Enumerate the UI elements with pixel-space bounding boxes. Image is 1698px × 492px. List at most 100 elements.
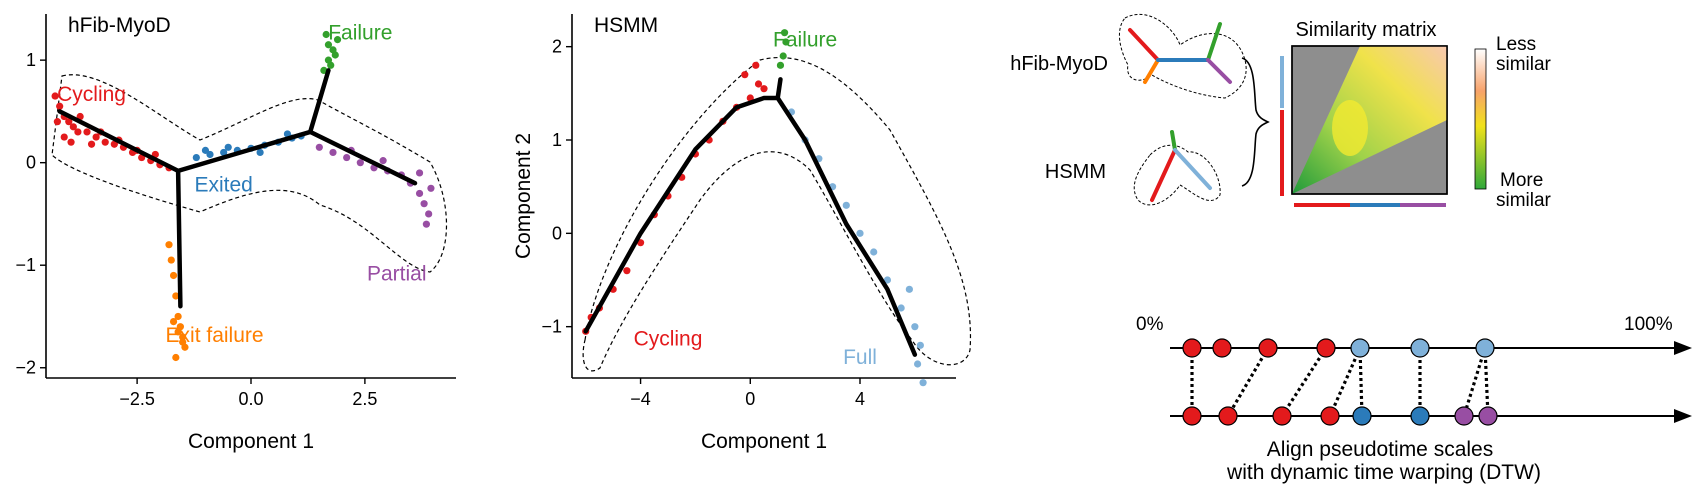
top-pseudotime-point xyxy=(1316,338,1336,358)
y-tick-label: 1 xyxy=(552,130,562,150)
data-point xyxy=(752,61,760,69)
x-tick-label: 0.0 xyxy=(238,389,263,409)
data-point xyxy=(92,133,100,141)
data-point xyxy=(179,338,187,346)
data-point xyxy=(379,157,387,165)
series-failure xyxy=(320,30,342,74)
data-point xyxy=(883,276,892,284)
data-point xyxy=(356,159,364,167)
top-pseudotime-point xyxy=(1182,338,1202,358)
data-point xyxy=(220,148,228,157)
color-legend-bar xyxy=(1474,48,1487,190)
dtw-schematic: hFib-MyoD HSMM Similarity matrix xyxy=(1010,13,1692,484)
series-partial xyxy=(315,143,435,228)
data-point xyxy=(56,102,64,110)
top-pseudotime-point xyxy=(1410,338,1430,358)
y-tick-label: 0 xyxy=(26,153,36,173)
data-point xyxy=(165,241,173,249)
data-point xyxy=(87,140,96,148)
hsmm-tree-outline xyxy=(1133,144,1221,206)
y-tick-label: 2 xyxy=(552,37,562,57)
top-pseudotime-point xyxy=(1258,338,1278,358)
data-point xyxy=(201,146,210,154)
data-point xyxy=(167,256,175,264)
trajectory-branch xyxy=(583,95,918,357)
bottom-pseudotime-point xyxy=(1218,406,1238,426)
data-point xyxy=(172,353,180,362)
warping-link xyxy=(1328,347,1362,417)
y-tick-label: −1 xyxy=(541,317,562,337)
data-point xyxy=(420,200,428,208)
x-tick-label: −4 xyxy=(630,389,651,409)
hfib-tree-outline xyxy=(1118,13,1247,99)
data-point xyxy=(422,220,430,228)
matrix-left-bar-lightblue xyxy=(1280,56,1284,108)
data-point xyxy=(780,29,789,37)
x-tick-label: 0 xyxy=(745,389,755,409)
top-pseudotime-point xyxy=(1475,338,1495,358)
matrix-title: Similarity matrix xyxy=(1295,19,1436,41)
series-exited xyxy=(192,130,305,162)
matrix-valid-region xyxy=(1292,46,1447,194)
hfib-branch-green xyxy=(1206,22,1222,62)
brace xyxy=(1241,57,1270,187)
data-point xyxy=(741,71,749,79)
state-label: Failure xyxy=(773,29,837,52)
data-point xyxy=(870,248,878,256)
data-point xyxy=(322,30,330,39)
x-tick-label: 2.5 xyxy=(352,389,377,409)
x-tick-label: 4 xyxy=(855,389,865,409)
series-cycling xyxy=(582,61,768,335)
pct-end: 100% xyxy=(1624,314,1673,335)
caption-line1: Align pseudotime scales xyxy=(1267,438,1493,461)
data-point xyxy=(856,229,864,237)
hsmm-branch-lightblue xyxy=(1173,148,1212,190)
data-point xyxy=(415,189,424,198)
state-label: Partial xyxy=(367,263,427,286)
data-point xyxy=(760,85,768,93)
bottom-pseudotime-point xyxy=(1454,406,1474,426)
state-label: Failure xyxy=(328,22,392,45)
data-point xyxy=(333,36,342,44)
top-timeline-arrow xyxy=(1674,341,1692,355)
hfib-branch-red xyxy=(1128,28,1160,62)
data-point xyxy=(74,128,82,136)
panel-hsmm: −4 0 4 −1 0 1 2 Component 1 Component 2 HSMM Failu… xyxy=(512,14,972,453)
y-tick-label: −1 xyxy=(15,255,36,275)
data-point xyxy=(224,143,232,151)
state-label: Exited xyxy=(194,173,252,196)
hfib-branch-orange xyxy=(1143,58,1160,84)
data-point xyxy=(623,267,631,275)
data-point xyxy=(779,52,787,60)
y-tick-label: −2 xyxy=(15,358,36,378)
x-axis-label: Component 1 xyxy=(188,430,314,453)
caption-line2: with dynamic time warping (DTW) xyxy=(1226,461,1541,484)
hfib-branch-purple xyxy=(1206,58,1232,84)
data-point xyxy=(916,341,924,349)
data-point xyxy=(51,92,59,100)
warping-link xyxy=(1358,347,1364,417)
similarity-matrix xyxy=(1291,45,1448,195)
data-point xyxy=(897,304,905,312)
state-label: Exit failure xyxy=(166,324,264,347)
bottom-pseudotime-point xyxy=(1352,406,1372,426)
data-point xyxy=(256,148,264,157)
warping-link xyxy=(1226,347,1270,417)
hsmm-branch-green xyxy=(1170,130,1177,152)
warping-link xyxy=(1483,347,1490,417)
data-point xyxy=(101,138,109,146)
matrix-bottom-bar-blue xyxy=(1350,203,1400,207)
data-point xyxy=(69,123,77,131)
trajectory-branch xyxy=(775,77,783,101)
data-point xyxy=(905,285,913,293)
data-point xyxy=(172,292,180,300)
data-point xyxy=(427,184,435,192)
data-point xyxy=(327,61,335,69)
data-point xyxy=(174,312,182,321)
panel-label: HSMM xyxy=(594,14,658,37)
data-point xyxy=(83,128,91,136)
matrix-border xyxy=(1291,45,1448,195)
legend-more-line2: similar xyxy=(1496,190,1552,211)
hsmm-branch-red xyxy=(1150,148,1177,202)
x-tick-label: −2.5 xyxy=(119,389,155,409)
